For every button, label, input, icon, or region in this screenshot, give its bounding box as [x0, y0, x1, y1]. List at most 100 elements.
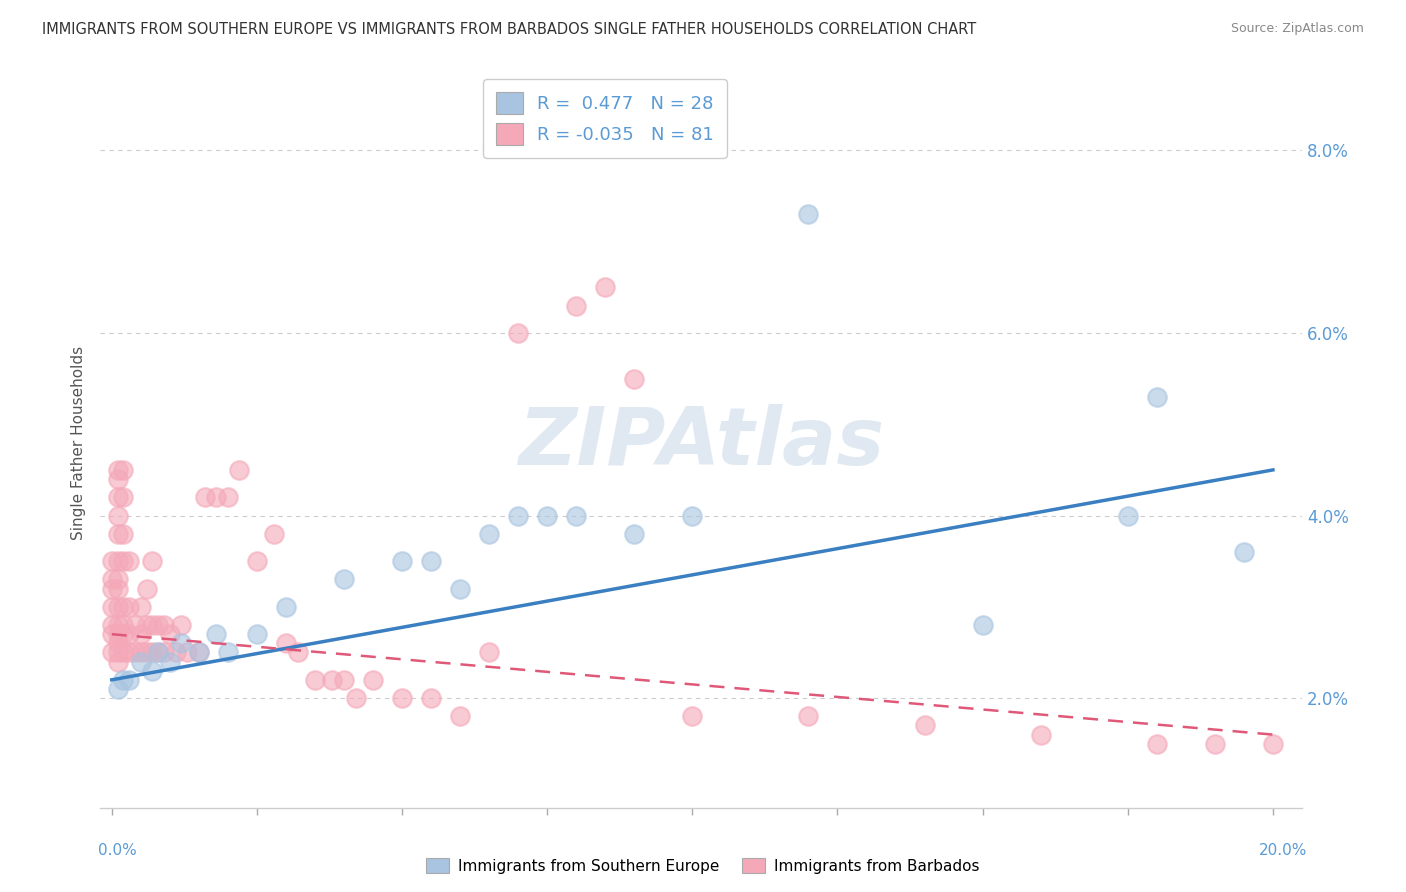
- Point: [565, 508, 588, 523]
- Point: [107, 463, 129, 477]
- Point: [205, 627, 228, 641]
- Point: [170, 618, 193, 632]
- Point: [797, 709, 820, 723]
- Point: [274, 599, 297, 614]
- Point: [420, 554, 443, 568]
- Point: [112, 673, 135, 687]
- Point: [187, 645, 209, 659]
- Point: [100, 582, 122, 596]
- Point: [107, 508, 129, 523]
- Point: [1146, 390, 1168, 404]
- Point: [623, 371, 645, 385]
- Point: [449, 582, 471, 596]
- Point: [118, 673, 141, 687]
- Legend: Immigrants from Southern Europe, Immigrants from Barbados: Immigrants from Southern Europe, Immigra…: [420, 852, 986, 880]
- Point: [129, 599, 152, 614]
- Point: [112, 645, 135, 659]
- Point: [304, 673, 326, 687]
- Legend: R =  0.477   N = 28, R = -0.035   N = 81: R = 0.477 N = 28, R = -0.035 N = 81: [484, 79, 727, 158]
- Point: [593, 280, 616, 294]
- Point: [107, 599, 129, 614]
- Point: [1233, 545, 1256, 559]
- Point: [135, 618, 157, 632]
- Point: [263, 526, 285, 541]
- Point: [135, 582, 157, 596]
- Point: [107, 655, 129, 669]
- Point: [112, 463, 135, 477]
- Point: [107, 472, 129, 486]
- Point: [508, 326, 530, 340]
- Point: [129, 627, 152, 641]
- Point: [246, 627, 269, 641]
- Point: [129, 655, 152, 669]
- Point: [107, 636, 129, 650]
- Point: [508, 508, 530, 523]
- Point: [1029, 728, 1052, 742]
- Point: [170, 636, 193, 650]
- Point: [148, 618, 170, 632]
- Point: [100, 645, 122, 659]
- Point: [972, 618, 994, 632]
- Point: [118, 627, 141, 641]
- Point: [107, 554, 129, 568]
- Point: [361, 673, 384, 687]
- Point: [100, 573, 122, 587]
- Point: [217, 645, 239, 659]
- Point: [344, 691, 367, 706]
- Point: [246, 554, 269, 568]
- Point: [153, 618, 176, 632]
- Point: [100, 554, 122, 568]
- Point: [107, 526, 129, 541]
- Text: IMMIGRANTS FROM SOUTHERN EUROPE VS IMMIGRANTS FROM BARBADOS SINGLE FATHER HOUSEH: IMMIGRANTS FROM SOUTHERN EUROPE VS IMMIG…: [42, 22, 976, 37]
- Point: [118, 645, 141, 659]
- Point: [100, 627, 122, 641]
- Point: [1146, 737, 1168, 751]
- Point: [333, 573, 356, 587]
- Point: [148, 645, 170, 659]
- Point: [914, 718, 936, 732]
- Point: [165, 645, 187, 659]
- Point: [274, 636, 297, 650]
- Point: [420, 691, 443, 706]
- Point: [1116, 508, 1139, 523]
- Point: [478, 645, 501, 659]
- Text: Source: ZipAtlas.com: Source: ZipAtlas.com: [1230, 22, 1364, 36]
- Point: [118, 599, 141, 614]
- Text: 20.0%: 20.0%: [1260, 843, 1308, 858]
- Point: [153, 645, 176, 659]
- Point: [194, 491, 217, 505]
- Point: [141, 645, 163, 659]
- Point: [623, 526, 645, 541]
- Point: [205, 491, 228, 505]
- Point: [321, 673, 343, 687]
- Point: [287, 645, 309, 659]
- Point: [449, 709, 471, 723]
- Point: [159, 655, 181, 669]
- Point: [797, 207, 820, 221]
- Point: [565, 299, 588, 313]
- Point: [681, 508, 703, 523]
- Point: [107, 681, 129, 696]
- Point: [176, 645, 198, 659]
- Point: [112, 554, 135, 568]
- Point: [112, 491, 135, 505]
- Point: [478, 526, 501, 541]
- Y-axis label: Single Father Households: Single Father Households: [72, 345, 86, 540]
- Point: [681, 709, 703, 723]
- Point: [107, 491, 129, 505]
- Point: [228, 463, 250, 477]
- Point: [1261, 737, 1284, 751]
- Point: [112, 599, 135, 614]
- Point: [124, 618, 146, 632]
- Point: [141, 554, 163, 568]
- Point: [100, 599, 122, 614]
- Point: [391, 554, 413, 568]
- Point: [135, 645, 157, 659]
- Point: [100, 618, 122, 632]
- Point: [107, 618, 129, 632]
- Point: [112, 627, 135, 641]
- Point: [217, 491, 239, 505]
- Point: [107, 645, 129, 659]
- Point: [107, 582, 129, 596]
- Point: [391, 691, 413, 706]
